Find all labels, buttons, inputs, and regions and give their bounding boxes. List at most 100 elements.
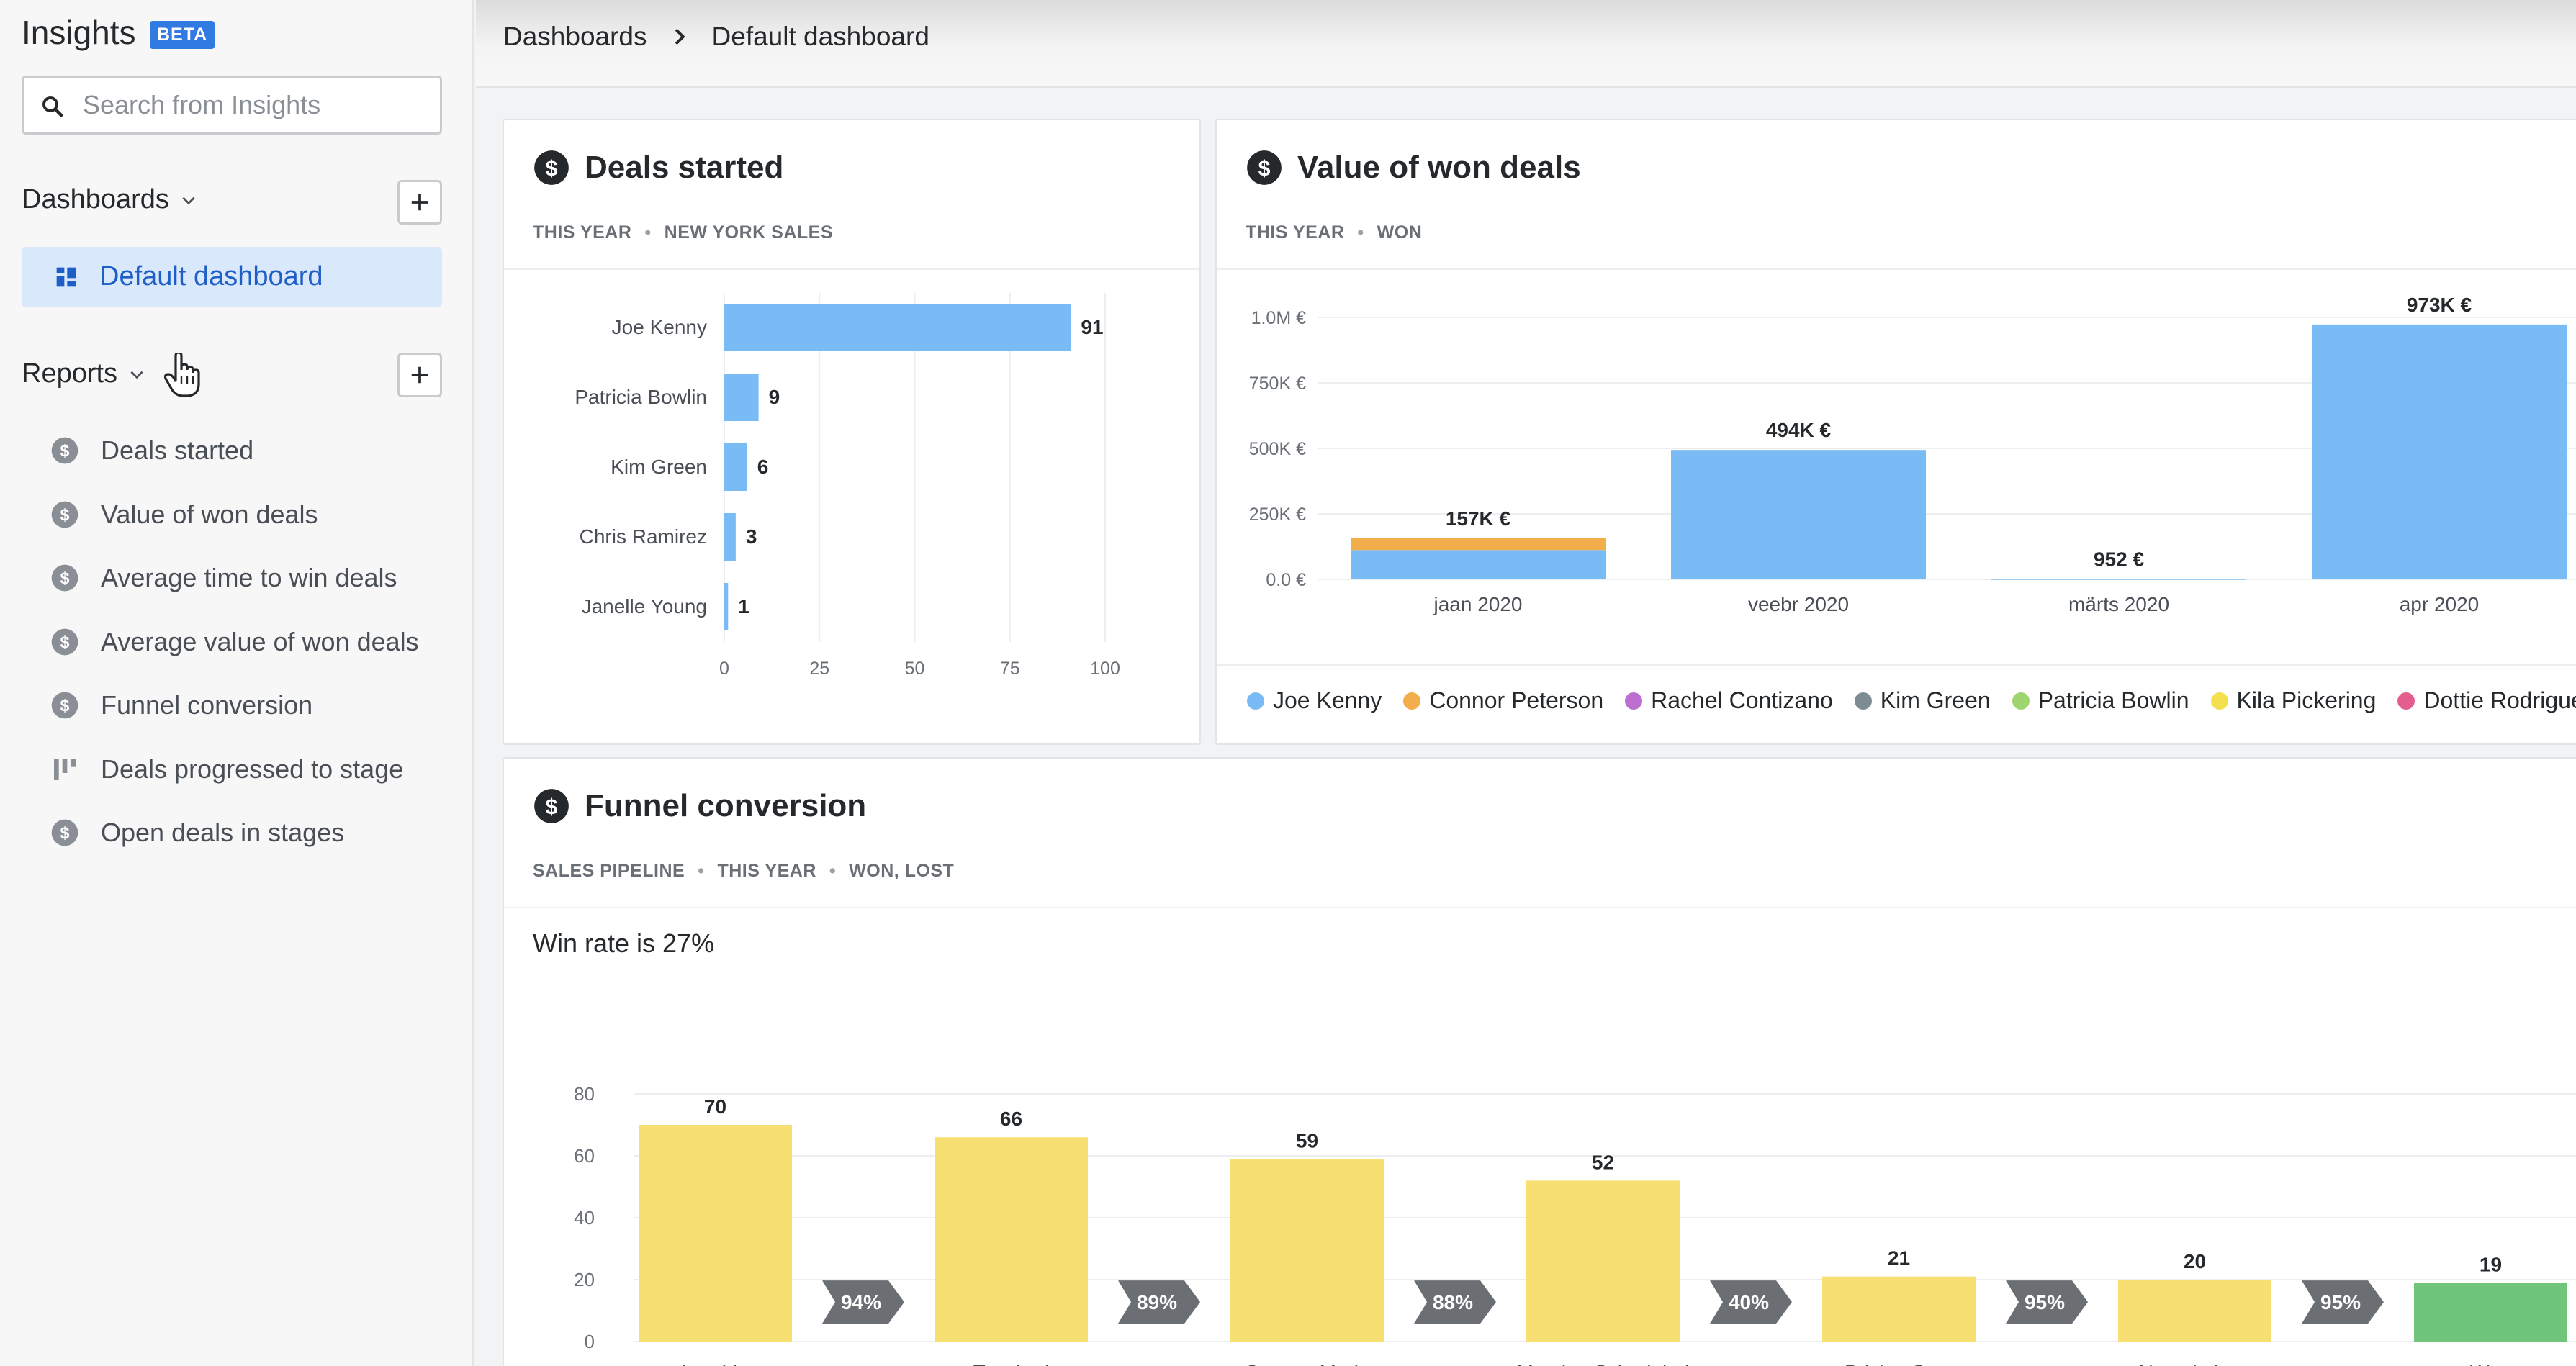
- filter-team: NEW YORK SALES: [664, 222, 834, 243]
- sidebar-report-label: Open deals in stages: [101, 818, 345, 847]
- chevron-right-icon: [675, 28, 685, 45]
- dashboard-icon: [56, 267, 76, 287]
- y-tick-label: 0.0 €: [1266, 570, 1306, 590]
- y-tick-label: 20: [574, 1269, 595, 1290]
- reports-toggle[interactable]: Reports: [22, 358, 146, 389]
- plus-icon: [411, 194, 428, 211]
- svg-text:$: $: [546, 795, 558, 819]
- legend-item[interactable]: Connor Peterson: [1403, 687, 1603, 714]
- x-category-label: apr 2020: [2400, 593, 2480, 615]
- card-divider: [504, 907, 2576, 908]
- data-label: 52: [1592, 1151, 1614, 1173]
- card-subtitle: THIS YEAR • WON: [1246, 222, 1422, 243]
- x-tick-label: 25: [809, 659, 829, 679]
- sidebar-report-item[interactable]: $ Value of won deals: [50, 493, 318, 536]
- value-won-deals-card[interactable]: $ Value of won deals THIS YEAR • WON 0.0…: [1215, 119, 2576, 745]
- sidebar-item-default-dashboard[interactable]: Default dashboard: [22, 247, 442, 307]
- sidebar-report-item[interactable]: $ Open deals in stages: [50, 811, 344, 854]
- value-won-deals-chart: 0.0 € 250K € 500K € 750K € 1.0M € 157K € jaan …: [1249, 294, 2576, 615]
- sidebar-report-label: Average value of won deals: [101, 626, 419, 656]
- x-tick-label: 75: [1000, 659, 1020, 679]
- legend-item[interactable]: Dottie Rodrigue: [2397, 687, 2576, 714]
- data-label: 66: [1000, 1108, 1022, 1130]
- bar: [724, 443, 747, 491]
- bar: [724, 583, 729, 630]
- svg-text:$: $: [60, 696, 70, 715]
- filter-status: WON: [1377, 222, 1423, 243]
- add-report-button[interactable]: [397, 353, 442, 397]
- conversion-arrow: [2302, 1280, 2384, 1324]
- data-label: 20: [2184, 1250, 2206, 1272]
- sidebar-report-item[interactable]: $ Average time to win deals: [50, 556, 397, 600]
- data-label: 70: [704, 1095, 726, 1118]
- dollar-icon: $: [534, 150, 569, 185]
- legend-label: Rachel Contizano: [1651, 687, 1833, 713]
- legend-label: Kim Green: [1880, 687, 1991, 713]
- search-input[interactable]: [83, 88, 428, 122]
- conversion-label: 88%: [1433, 1291, 1473, 1313]
- card-subtitle: THIS YEAR • NEW YORK SALES: [533, 222, 833, 243]
- legend-color-dot: [1403, 692, 1421, 710]
- card-divider: [504, 268, 1199, 270]
- conversion-label: 40%: [1729, 1291, 1769, 1313]
- x-tick-label: 50: [905, 659, 925, 679]
- deals-started-card[interactable]: $ Deals started THIS YEAR • NEW YORK SAL…: [503, 119, 1201, 745]
- x-category-label: Lead In: [682, 1361, 749, 1366]
- svg-text:$: $: [60, 441, 70, 460]
- y-category-label: Kim Green: [611, 456, 707, 478]
- sidebar-report-label: Average time to win deals: [101, 563, 397, 592]
- x-tick-label: 0: [719, 659, 729, 679]
- beta-badge: BETA: [150, 21, 215, 49]
- card-title: $ Value of won deals: [1246, 149, 1581, 186]
- breadcrumb-current: Default dashboard: [711, 22, 929, 51]
- conversion-label: 95%: [2320, 1291, 2361, 1313]
- conversion-arrow: [1710, 1280, 1792, 1324]
- y-category-label: Patricia Bowlin: [575, 386, 707, 408]
- y-tick-label: 80: [574, 1083, 595, 1105]
- card-title: $ Deals started: [533, 149, 783, 186]
- bar: [935, 1137, 1088, 1342]
- x-category-label: jaan 2020: [1433, 593, 1522, 615]
- legend-item[interactable]: Kim Green: [1854, 687, 1991, 714]
- data-label: 19: [2480, 1253, 2502, 1275]
- dollar-icon: $: [51, 437, 78, 464]
- breadcrumb-dashboards-link[interactable]: Dashboards: [503, 22, 647, 51]
- legend-item[interactable]: Rachel Contizano: [1625, 687, 1833, 714]
- sidebar-report-item[interactable]: $ Average value of won deals: [50, 620, 419, 664]
- y-tick-label: 60: [574, 1145, 595, 1167]
- y-tick-label: 40: [574, 1207, 595, 1229]
- bar: [1230, 1159, 1384, 1342]
- sidebar-report-item[interactable]: $ Funnel conversion: [50, 684, 312, 727]
- conversion-label: 95%: [2025, 1291, 2065, 1313]
- legend-item[interactable]: Kila Pickering: [2210, 687, 2377, 714]
- conversion-arrow: [1118, 1280, 1200, 1324]
- sidebar-report-item[interactable]: $ Deals started: [50, 429, 253, 472]
- sidebar-report-item[interactable]: Deals progressed to stage: [50, 748, 403, 791]
- y-tick-label: 0: [585, 1331, 595, 1352]
- data-label: 21: [1888, 1247, 1910, 1270]
- legend-label: Kila Pickering: [2236, 687, 2377, 713]
- legend-color-dot: [2210, 692, 2228, 710]
- legend-color-dot: [1854, 692, 1872, 710]
- search-box[interactable]: [22, 76, 442, 135]
- x-category-label: Negotiations: [2139, 1361, 2251, 1366]
- y-category-label: Chris Ramirez: [580, 525, 707, 548]
- hand-cursor-icon: [164, 353, 200, 397]
- bar-segment: [1991, 579, 2246, 580]
- deals-started-chart: 0 25 50 75 100 Joe Kenny 91 Patricia Bowlin 9 Kim…: [575, 293, 1120, 679]
- data-label: 59: [1296, 1129, 1318, 1152]
- separator-dot: •: [829, 861, 837, 881]
- chart-legend: Joe Kenny Connor Peterson Rachel Contizano…: [1247, 687, 2576, 714]
- dashboards-toggle[interactable]: Dashboards: [22, 184, 198, 215]
- legend-divider: [1217, 664, 2576, 666]
- legend-item[interactable]: Patricia Bowlin: [2012, 687, 2189, 714]
- bar: [1822, 1276, 1976, 1342]
- deals-started-title: Deals started: [585, 150, 784, 185]
- chevron-down-icon: [182, 196, 195, 204]
- y-tick-label: 250K €: [1249, 505, 1306, 525]
- legend-item[interactable]: Joe Kenny: [1247, 687, 1382, 714]
- data-label: 1: [738, 595, 749, 618]
- add-dashboard-button[interactable]: [397, 180, 442, 225]
- funnel-conversion-card[interactable]: $ Funnel conversion SALES PIPELINE • THI…: [503, 757, 2576, 1366]
- y-category-label: Joe Kenny: [612, 316, 707, 338]
